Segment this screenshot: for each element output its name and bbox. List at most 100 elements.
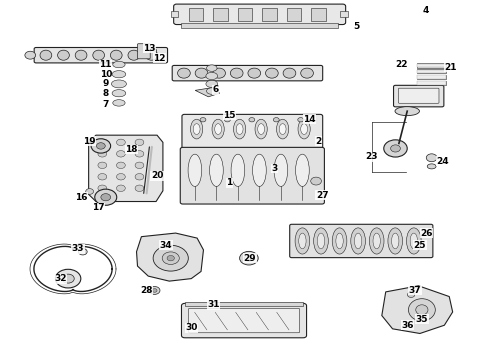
- Ellipse shape: [206, 72, 218, 80]
- Ellipse shape: [117, 174, 125, 180]
- Ellipse shape: [279, 124, 286, 134]
- Ellipse shape: [206, 80, 218, 87]
- Ellipse shape: [58, 50, 70, 60]
- Ellipse shape: [135, 174, 144, 180]
- Bar: [417, 75, 446, 79]
- Ellipse shape: [98, 185, 107, 192]
- Text: 29: 29: [244, 254, 256, 263]
- Ellipse shape: [146, 50, 157, 60]
- Ellipse shape: [249, 118, 255, 122]
- Ellipse shape: [75, 50, 87, 60]
- Ellipse shape: [101, 194, 111, 201]
- Ellipse shape: [409, 299, 435, 321]
- Ellipse shape: [248, 68, 261, 78]
- Text: 14: 14: [303, 114, 316, 123]
- Text: 25: 25: [414, 241, 426, 250]
- Ellipse shape: [206, 65, 217, 71]
- Bar: [238, 8, 252, 21]
- Ellipse shape: [276, 119, 289, 139]
- Ellipse shape: [311, 177, 321, 185]
- Ellipse shape: [295, 154, 309, 186]
- Ellipse shape: [153, 245, 188, 271]
- Ellipse shape: [162, 252, 179, 265]
- Ellipse shape: [97, 143, 105, 149]
- Ellipse shape: [167, 256, 174, 261]
- Text: 27: 27: [316, 190, 328, 199]
- Ellipse shape: [426, 154, 437, 162]
- Ellipse shape: [395, 107, 419, 116]
- Ellipse shape: [373, 233, 380, 249]
- Ellipse shape: [266, 68, 278, 78]
- FancyArrowPatch shape: [144, 147, 149, 193]
- Bar: [287, 8, 301, 21]
- Ellipse shape: [301, 124, 308, 134]
- Ellipse shape: [135, 139, 144, 145]
- Text: 4: 4: [422, 6, 429, 15]
- Text: 9: 9: [102, 80, 109, 89]
- Polygon shape: [145, 49, 158, 59]
- Bar: [417, 69, 446, 73]
- Ellipse shape: [93, 50, 104, 60]
- Text: 15: 15: [223, 111, 236, 120]
- Ellipse shape: [191, 119, 203, 139]
- Bar: [311, 8, 326, 21]
- FancyBboxPatch shape: [172, 66, 323, 81]
- Ellipse shape: [95, 189, 117, 205]
- Ellipse shape: [200, 118, 206, 122]
- FancyBboxPatch shape: [173, 4, 345, 24]
- Text: 12: 12: [153, 54, 166, 63]
- Ellipse shape: [314, 228, 328, 254]
- Ellipse shape: [283, 68, 296, 78]
- Ellipse shape: [336, 233, 343, 249]
- Bar: [417, 69, 446, 73]
- Text: 26: 26: [420, 229, 433, 238]
- Text: 21: 21: [444, 63, 457, 72]
- Ellipse shape: [86, 189, 94, 194]
- Ellipse shape: [274, 154, 288, 186]
- Polygon shape: [382, 286, 453, 333]
- Bar: [171, 12, 178, 17]
- Polygon shape: [89, 135, 163, 202]
- Ellipse shape: [273, 118, 279, 122]
- Ellipse shape: [369, 228, 384, 254]
- FancyBboxPatch shape: [180, 147, 324, 204]
- FancyBboxPatch shape: [398, 88, 439, 103]
- Ellipse shape: [298, 118, 304, 122]
- FancyArrowPatch shape: [147, 147, 152, 193]
- Ellipse shape: [258, 124, 265, 134]
- Ellipse shape: [25, 51, 36, 59]
- Ellipse shape: [255, 119, 267, 139]
- Ellipse shape: [112, 71, 126, 78]
- Bar: [262, 8, 277, 21]
- Ellipse shape: [113, 100, 125, 106]
- Ellipse shape: [98, 174, 107, 180]
- Ellipse shape: [117, 185, 125, 192]
- Bar: [340, 12, 347, 17]
- Ellipse shape: [332, 228, 347, 254]
- Ellipse shape: [111, 80, 126, 88]
- Ellipse shape: [135, 150, 144, 157]
- Bar: [189, 8, 203, 21]
- Ellipse shape: [407, 228, 421, 254]
- Text: 34: 34: [160, 241, 172, 250]
- Text: 17: 17: [92, 203, 105, 212]
- FancyBboxPatch shape: [181, 303, 307, 338]
- Ellipse shape: [177, 68, 190, 78]
- Ellipse shape: [78, 248, 87, 255]
- Ellipse shape: [299, 233, 306, 249]
- Bar: [185, 302, 303, 306]
- Ellipse shape: [351, 228, 366, 254]
- Ellipse shape: [135, 162, 144, 168]
- Text: 30: 30: [185, 323, 197, 332]
- Ellipse shape: [391, 145, 400, 152]
- Ellipse shape: [392, 233, 399, 249]
- Ellipse shape: [110, 50, 122, 60]
- Text: 36: 36: [401, 321, 414, 330]
- Ellipse shape: [384, 140, 407, 157]
- Ellipse shape: [231, 154, 245, 186]
- Text: 16: 16: [75, 193, 88, 202]
- Ellipse shape: [388, 228, 403, 254]
- Text: 24: 24: [437, 157, 449, 166]
- Ellipse shape: [188, 154, 202, 186]
- Text: 11: 11: [99, 60, 112, 69]
